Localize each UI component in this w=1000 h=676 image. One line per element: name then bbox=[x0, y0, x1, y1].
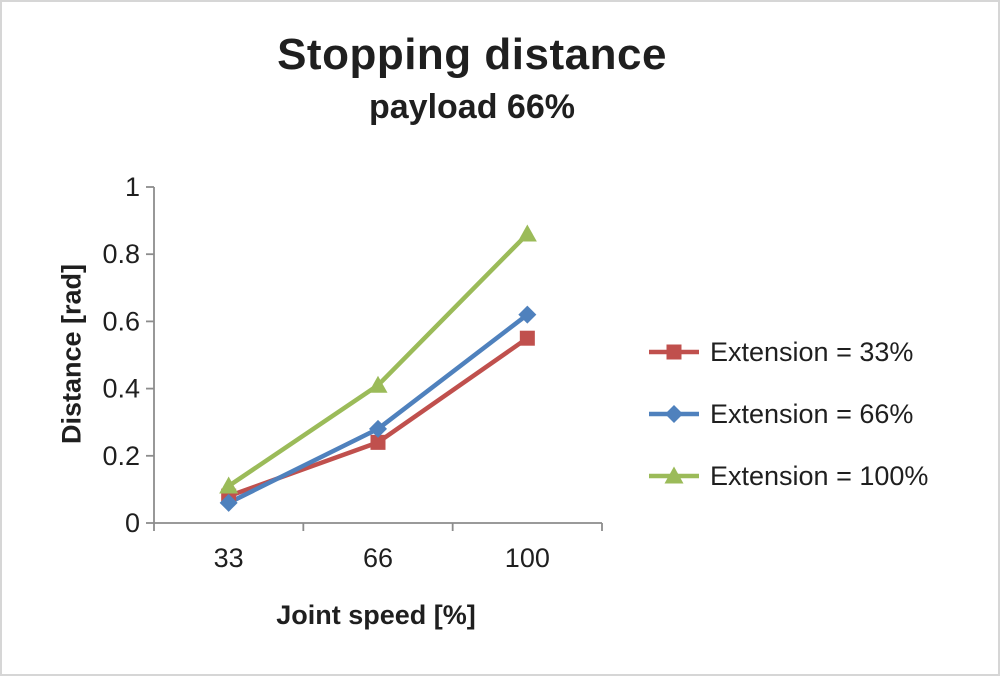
y-tick-label: 0 bbox=[125, 508, 140, 538]
y-tick-label: 0.8 bbox=[102, 239, 140, 269]
series-line bbox=[226, 312, 530, 506]
series-marker bbox=[368, 375, 388, 393]
legend-item-extension-33: Extension = 33% bbox=[647, 332, 928, 372]
series-marker bbox=[517, 224, 537, 242]
legend-label: Extension = 100% bbox=[710, 460, 929, 491]
y-tick-label: 0.6 bbox=[102, 306, 140, 336]
chart-title: Stopping distance bbox=[277, 30, 667, 79]
legend-marker-triangle-icon bbox=[649, 466, 699, 484]
chart-subtitle: payload 66% bbox=[369, 88, 575, 126]
legend-marker-diamond-icon bbox=[649, 405, 699, 423]
legend: Extension = 33% Extension = 66% Extensio… bbox=[647, 332, 928, 496]
series-marker bbox=[519, 330, 535, 346]
legend-marker-square-icon bbox=[649, 344, 699, 360]
x-tick-label: 66 bbox=[363, 543, 393, 573]
series-marker bbox=[370, 434, 386, 450]
legend-label: Extension = 66% bbox=[710, 398, 914, 429]
y-axis-title: Distance [rad] bbox=[56, 263, 87, 445]
series-marker bbox=[219, 493, 238, 512]
legend-item-extension-66: Extension = 66% bbox=[647, 394, 928, 434]
legend-item-extension-100: Extension = 100% bbox=[647, 456, 928, 496]
series-marker bbox=[664, 466, 684, 484]
series-marker bbox=[369, 419, 387, 438]
legend-label: Extension = 33% bbox=[710, 336, 914, 367]
y-tick-label: 0.4 bbox=[102, 374, 140, 404]
series-line bbox=[226, 335, 530, 499]
series-marker bbox=[518, 305, 537, 324]
y-tick-label: 1 bbox=[125, 172, 140, 202]
x-tick-label: 33 bbox=[214, 543, 244, 573]
series-marker bbox=[666, 344, 682, 360]
series-marker bbox=[665, 405, 683, 423]
x-tick-label: 100 bbox=[505, 543, 550, 573]
y-tick-label: 0.2 bbox=[102, 441, 140, 471]
x-axis-title: Joint speed [%] bbox=[276, 600, 476, 630]
series-marker bbox=[219, 476, 239, 494]
